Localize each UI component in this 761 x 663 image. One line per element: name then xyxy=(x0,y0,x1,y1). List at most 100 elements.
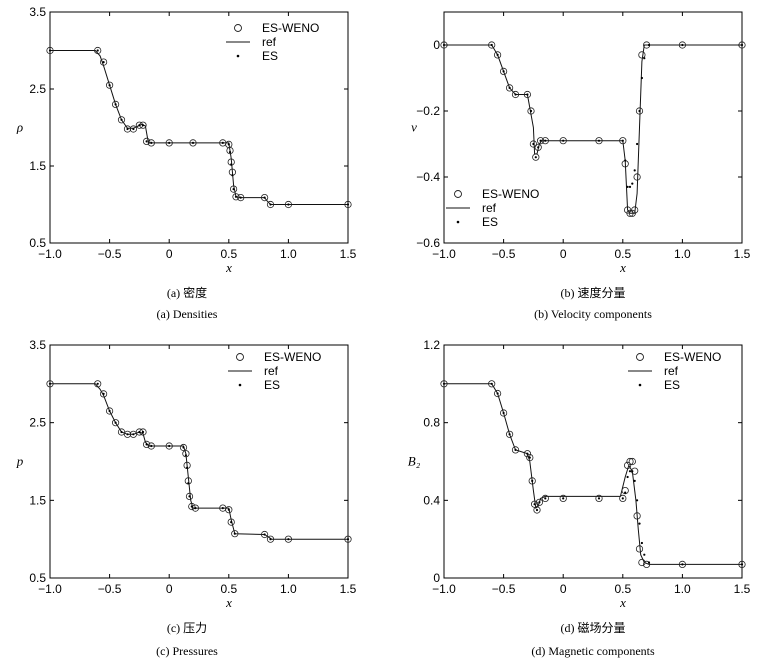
point-es xyxy=(496,392,499,395)
point-es xyxy=(628,470,632,473)
x-tick-label: 1.5 xyxy=(734,247,751,261)
point-es xyxy=(263,196,266,199)
point-es-weno xyxy=(147,442,155,450)
point-es-weno xyxy=(529,140,538,148)
x-tick-label: 0 xyxy=(166,247,173,261)
legend-label-ref: ref xyxy=(664,364,679,378)
point-es-weno xyxy=(621,486,629,495)
point-es-weno xyxy=(182,450,190,458)
point-es-weno xyxy=(678,560,687,569)
point-es-weno xyxy=(284,535,292,543)
panel-densities: −1.0 −0.5 0 0.5 1.0 1.5 0.5 1.5 2.5 3.5 ρ x ES-WE… xyxy=(16,5,357,321)
point-es-weno xyxy=(511,446,520,454)
point-es-weno xyxy=(344,535,352,543)
point-es-weno xyxy=(46,380,54,388)
legend-marker-es xyxy=(236,54,240,58)
point-es-weno xyxy=(535,498,544,506)
point-es xyxy=(544,139,547,142)
point-es xyxy=(126,127,129,131)
x-tick-label: 0 xyxy=(560,582,567,596)
point-es xyxy=(234,195,238,198)
point-es xyxy=(182,446,185,449)
point-es-weno xyxy=(642,560,651,569)
y-tick-label: 1.5 xyxy=(29,159,46,173)
point-es xyxy=(490,43,493,47)
x-axis-label-velocity: x xyxy=(619,260,626,275)
x-tick-label: −0.5 xyxy=(492,582,516,596)
point-es xyxy=(269,203,272,206)
point-es xyxy=(150,444,153,448)
point-es xyxy=(221,141,224,144)
y-tick-label: 3.5 xyxy=(29,5,46,19)
point-es xyxy=(626,475,629,479)
y-tick-label: 1.5 xyxy=(29,493,46,507)
point-es-weno xyxy=(493,389,502,398)
point-es xyxy=(102,392,105,395)
plot-marks-magnetic xyxy=(440,380,746,569)
point-es xyxy=(533,503,536,506)
point-es-weno xyxy=(112,419,120,427)
point-es xyxy=(96,49,99,52)
point-es xyxy=(531,479,534,482)
point-es-weno xyxy=(260,194,269,202)
point-es-weno xyxy=(226,147,234,155)
point-es xyxy=(168,141,171,144)
point-es-weno xyxy=(106,407,114,415)
x-tick-label: 1.0 xyxy=(674,582,691,596)
plot-frame-densities xyxy=(49,11,349,244)
axes-velocity: −1.0 −0.5 0 0.5 1.0 1.5 −0.6 −0.4 −0.2 0 xyxy=(416,12,751,261)
point-es xyxy=(529,109,533,113)
point-es-weno xyxy=(633,173,641,181)
point-es xyxy=(681,563,684,566)
plot-marks-densities xyxy=(46,46,352,209)
legend-marker-es-weno xyxy=(236,353,244,361)
point-es xyxy=(628,185,632,188)
x-tick-label: −1.0 xyxy=(432,247,456,261)
point-es xyxy=(502,411,505,415)
point-es xyxy=(631,470,634,473)
y-axis-label-magnetic: B₂ xyxy=(408,454,421,469)
point-es-weno xyxy=(626,209,634,217)
point-es-weno xyxy=(94,46,102,55)
point-es-weno xyxy=(532,153,540,161)
point-es-weno xyxy=(284,200,292,209)
caption-en-velocity: (b) Velocity components xyxy=(534,307,652,321)
y-tick-label: 3.5 xyxy=(29,338,46,352)
panel-pressures: −1.0 −0.5 0 0.5 1.0 1.5 0.5 1.5 2.5 3.5 p x ES-WE… xyxy=(16,338,357,658)
point-es-weno xyxy=(344,200,352,209)
x-tick-label: 0.5 xyxy=(220,247,237,261)
x-tick-label: 1.5 xyxy=(340,582,357,596)
y-tick-label: 1.2 xyxy=(423,338,440,352)
point-es-weno xyxy=(523,90,532,99)
point-es-weno xyxy=(499,67,508,76)
point-es xyxy=(287,538,290,541)
point-es-weno xyxy=(191,504,199,512)
point-es-weno xyxy=(179,443,188,452)
point-es-weno xyxy=(117,428,126,436)
y-tick-label: 0.5 xyxy=(29,236,46,250)
point-es xyxy=(190,505,193,508)
point-es xyxy=(544,497,547,500)
point-es-weno xyxy=(185,492,194,500)
y-tick-label: 0 xyxy=(433,38,440,52)
point-es-weno xyxy=(46,46,54,55)
point-es xyxy=(239,196,242,199)
legend-label-es-weno: ES-WENO xyxy=(262,21,319,35)
point-es xyxy=(132,433,135,436)
x-tick-label: 1.0 xyxy=(674,247,691,261)
point-es xyxy=(626,185,629,188)
caption-en-magnetic: (d) Magnetic components xyxy=(531,644,655,658)
point-es-weno xyxy=(626,457,634,466)
point-es-weno xyxy=(227,518,235,526)
point-es-weno xyxy=(541,137,549,145)
legend-label-es-weno: ES-WENO xyxy=(264,350,321,364)
point-es-weno xyxy=(527,107,535,115)
legend-label-ref: ref xyxy=(262,35,277,49)
point-es xyxy=(490,382,493,385)
point-es-weno xyxy=(619,137,627,145)
y-axis-label-velocity: v xyxy=(411,120,417,135)
point-es-weno xyxy=(631,206,639,214)
point-es xyxy=(145,443,148,446)
x-tick-label: −0.5 xyxy=(98,247,122,261)
